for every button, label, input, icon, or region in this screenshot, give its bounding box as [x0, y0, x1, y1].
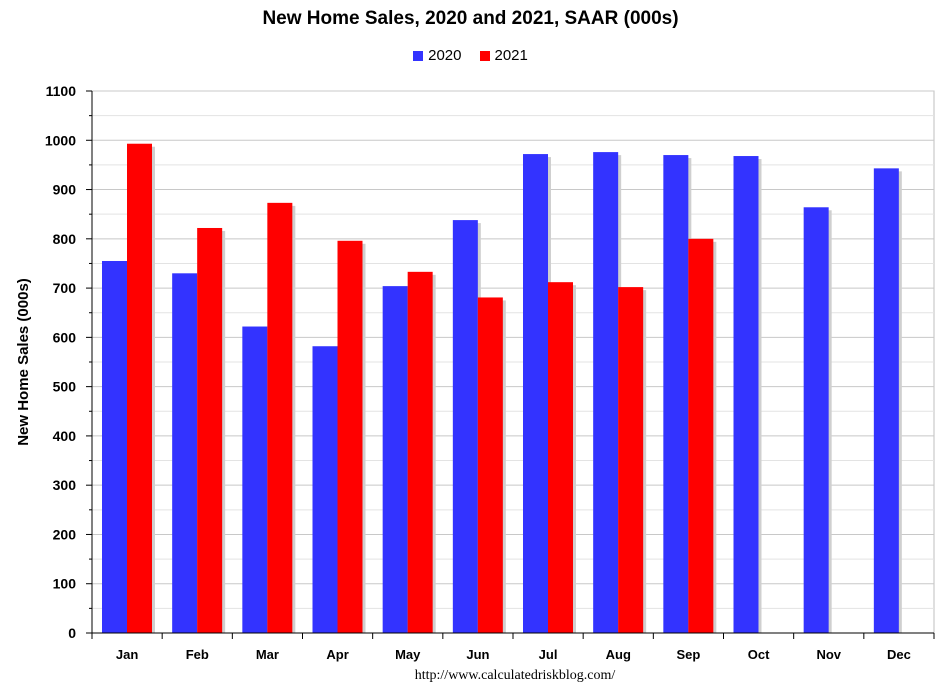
bar-2020-apr	[312, 346, 338, 633]
bar-2021-may	[407, 271, 433, 633]
legend-item-2020: 2020	[413, 47, 462, 64]
gridlines	[91, 90, 935, 634]
y-tick-label: 500	[53, 379, 77, 395]
legend: 2020 2021	[0, 47, 941, 64]
legend-swatch-2021	[479, 50, 490, 61]
bar-2020-aug	[593, 152, 619, 633]
x-tick-label: Dec	[887, 647, 911, 662]
y-axis-title: New Home Sales (000s)	[15, 278, 32, 446]
x-tick-label: Sep	[676, 647, 700, 662]
y-tick-label: 900	[53, 182, 77, 198]
legend-label-2020: 2020	[428, 47, 462, 64]
bar-2020-jan	[102, 260, 127, 633]
bar-2020-jun	[452, 220, 478, 633]
y-tick-label: 800	[53, 231, 77, 247]
bar-2021-sep	[688, 238, 714, 633]
y-tick-label: 200	[53, 526, 77, 542]
y-tick-label: 300	[53, 477, 77, 493]
bar-2020-dec	[873, 168, 899, 633]
bars	[102, 143, 902, 634]
y-tick-label: 1100	[46, 83, 77, 99]
bar-2020-sep	[663, 155, 689, 633]
legend-swatch-2020	[413, 50, 424, 61]
x-tick-label: Jan	[116, 647, 138, 662]
y-tick-label: 100	[53, 576, 77, 592]
x-tick-label: Oct	[748, 647, 770, 662]
x-tick-label: Mar	[256, 647, 279, 662]
bar-2020-jul	[523, 154, 548, 633]
bar-2021-feb	[197, 227, 223, 633]
bar-2021-apr	[337, 240, 363, 633]
x-tick-label: Aug	[606, 647, 631, 662]
bar-2020-feb	[172, 273, 198, 633]
x-tick-label: Nov	[816, 647, 841, 662]
bar-2021-jan	[127, 143, 152, 634]
bar-2021-jun	[477, 297, 503, 633]
y-tick-label: 1000	[45, 132, 76, 148]
x-tick-label: Apr	[326, 647, 348, 662]
bar-2020-mar	[242, 326, 268, 633]
y-tick-label: 700	[53, 280, 77, 296]
chart-title: New Home Sales, 2020 and 2021, SAAR (000…	[262, 8, 679, 29]
bar-2020-may	[382, 286, 408, 633]
bar-2021-jul	[548, 282, 573, 633]
source-text: http://www.calculatedriskblog.com/	[414, 668, 616, 683]
x-tick-label: Feb	[186, 647, 209, 662]
x-tick-label: Jul	[539, 647, 558, 662]
legend-item-2021: 2021	[479, 47, 528, 64]
bar-2021-mar	[267, 202, 293, 633]
y-tick-label: 0	[68, 625, 76, 641]
y-tick-label: 400	[53, 428, 77, 444]
y-tick-label: 600	[53, 329, 77, 345]
bar-2021-aug	[618, 287, 644, 633]
legend-label-2021: 2021	[494, 47, 528, 64]
x-tick-label: Jun	[466, 647, 489, 662]
axes: 0 100 200 300 400 500 600 700 800 900 1000 1100 Jan F…	[45, 83, 935, 662]
bar-2020-oct	[733, 156, 759, 634]
bar-2020-nov	[803, 207, 829, 633]
x-tick-label: May	[395, 647, 421, 662]
